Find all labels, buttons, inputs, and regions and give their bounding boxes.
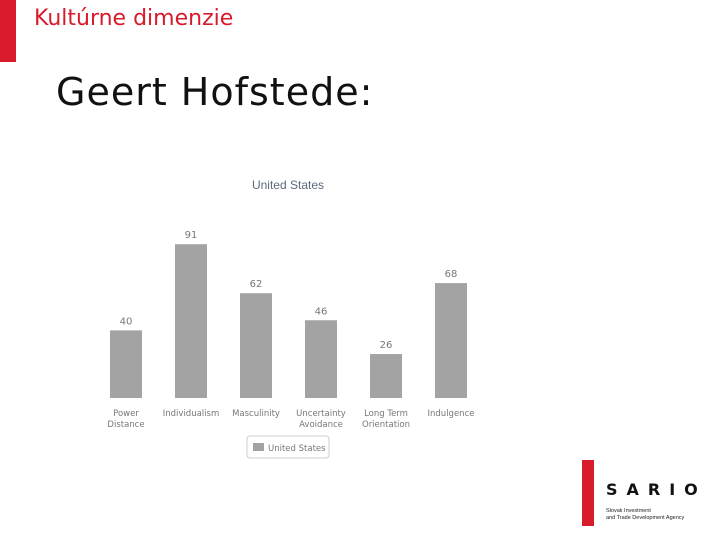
logo-tagline: Slovak Investment and Trade Development … [606, 508, 716, 521]
legend-box [246, 435, 330, 459]
data-label: 26 [380, 340, 393, 351]
logo-tagline-line1: Slovak Investment [606, 508, 651, 514]
bar-chart: United States 40 Power Distance 91 Individual… [100, 170, 480, 470]
logo-bar [582, 460, 594, 526]
x-tick-label: Avoidance [299, 420, 343, 430]
logo-tagline-line2: and Trade Development Agency [606, 514, 685, 521]
bar [435, 283, 467, 398]
bar [110, 330, 142, 398]
x-tick-label: Power [113, 409, 139, 419]
bar [240, 293, 272, 398]
sario-logo: SARIO Slovak Investment and Trade Develo… [582, 460, 712, 530]
legend-swatch [253, 443, 264, 451]
x-tick-label: Individualism [163, 409, 219, 419]
x-tick-label: Indulgence [428, 409, 475, 419]
bar [370, 354, 402, 398]
chart-title: United States [252, 178, 324, 192]
x-tick-label: Orientation [362, 420, 410, 430]
x-tick-label: Long Term [364, 409, 408, 419]
logo-wordmark: SARIO [606, 480, 707, 499]
data-label: 46 [315, 306, 328, 317]
x-tick-label: Distance [107, 420, 144, 430]
legend-label: United States [268, 444, 326, 454]
bar [175, 244, 207, 398]
section-title: Kultúrne dimenzie [34, 6, 234, 31]
bar [305, 320, 337, 398]
accent-bar [0, 0, 16, 62]
data-label: 62 [250, 279, 263, 290]
data-label: 68 [445, 269, 458, 280]
data-label: 91 [185, 230, 198, 241]
slide-title: Geert Hofstede: [56, 70, 374, 114]
x-tick-label: Uncertainty [296, 409, 346, 419]
x-tick-label: Masculinity [232, 409, 280, 419]
data-label: 40 [120, 316, 133, 327]
